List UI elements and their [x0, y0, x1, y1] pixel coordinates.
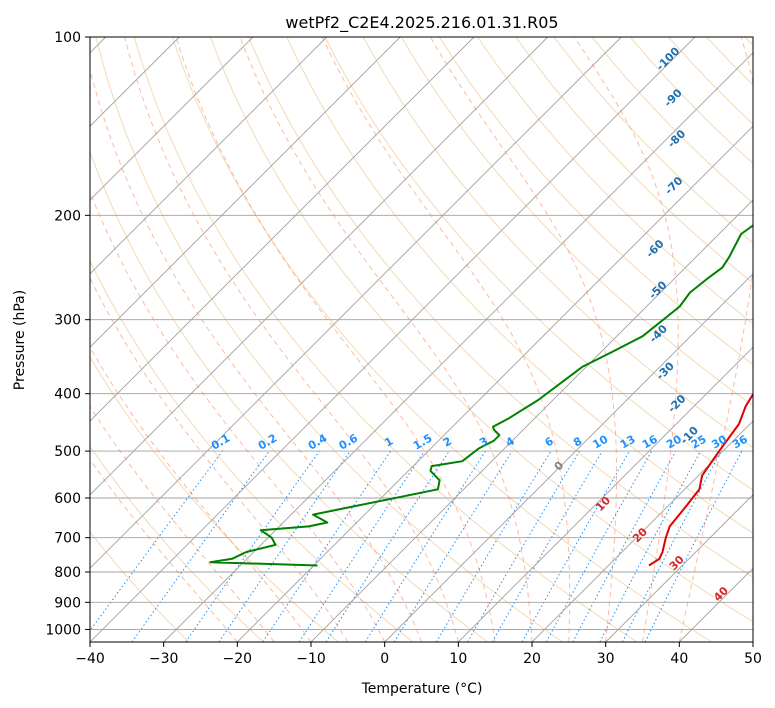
moist-adiabat: [90, 405, 275, 642]
y-tick-label: 700: [54, 531, 81, 547]
moist-adiabat: [175, 37, 496, 642]
y-tick-label: 500: [54, 444, 81, 460]
dry-adiabat: [515, 37, 753, 284]
dry-adiabat: [171, 37, 712, 642]
moist-adiabat: [124, 37, 459, 642]
plot-frame: [89, 36, 754, 643]
isotherm-gridline: [384, 273, 753, 642]
mixing-ratio-line: [325, 450, 450, 642]
x-tick-label: 20: [523, 651, 541, 667]
mixing-ratio-line: [185, 450, 320, 642]
x-tick-label: −40: [75, 651, 105, 667]
dry-adiabat: [95, 37, 563, 642]
x-axis-title: Temperature (°C): [361, 681, 483, 697]
mixing-ratio-line: [393, 450, 513, 642]
isotherm-gridline: [236, 125, 753, 642]
dry-adiabat: [133, 37, 638, 642]
moist-adiabat: [90, 190, 386, 642]
dry-adiabat: [400, 37, 753, 407]
isotherm-gridline: [605, 494, 753, 642]
dewpoint-profile-line: [209, 224, 753, 567]
isotherm-gridline: [90, 37, 328, 275]
moist-adiabat: [429, 37, 617, 642]
x-tick-label: 30: [597, 651, 615, 667]
isotherm-gridline: [163, 52, 753, 642]
mixing-ratio-line: [218, 450, 351, 642]
isotherm-gridline: [90, 37, 401, 348]
chart-title: wetPf2_C2E4.2025.216.01.31.R05: [285, 13, 558, 33]
x-tick-label: 40: [670, 651, 688, 667]
y-tick-label: 900: [54, 595, 81, 611]
y-tick-label: 1000: [45, 622, 81, 638]
mixing-ratio-line: [644, 450, 743, 642]
moist-adiabat: [90, 346, 312, 642]
x-tick-label: 0: [380, 651, 389, 667]
dry-adiabat: [362, 37, 753, 449]
y-tick-label: 600: [54, 491, 81, 507]
y-tick-label: 400: [54, 387, 81, 403]
profile-series: [209, 224, 753, 567]
mixing-ratio-line: [262, 450, 392, 642]
isotherm-gridline: [90, 37, 254, 201]
dry-adiabat: [477, 37, 753, 325]
mixing-ratio-line: [298, 450, 425, 642]
y-tick-label: 800: [54, 565, 81, 581]
moist-adiabat: [90, 67, 422, 642]
x-tick-label: −20: [223, 651, 253, 667]
dry-adiabat: [210, 37, 753, 623]
isotherm-gridline: [90, 37, 622, 569]
y-axis-title: Pressure (hPa): [12, 290, 28, 390]
dry-adiabat: [90, 356, 339, 642]
dry-adiabat: [248, 37, 753, 578]
moist-adiabat: [90, 276, 349, 642]
temperature-profile-line: [648, 392, 753, 567]
mixing-ratio-line: [572, 450, 677, 642]
x-axis: −40 −30 −20 −10 0 10 20 30 40 50: [75, 642, 762, 667]
x-tick-label: 50: [744, 651, 762, 667]
isotherm-gridline: [90, 37, 696, 642]
dry-adiabat: [90, 150, 488, 642]
x-tick-label: 10: [449, 651, 467, 667]
dry-adiabat: [438, 37, 753, 366]
isotherm-gridline: [310, 199, 753, 642]
isotherm-gridline: [90, 37, 549, 496]
moist-adiabat: [321, 37, 571, 642]
dry-adiabat: [324, 37, 753, 491]
x-tick-label: −30: [149, 651, 179, 667]
moist-adiabat: [573, 37, 679, 642]
isotherm-gridline: [90, 37, 475, 422]
moist-adiabat: [239, 37, 533, 642]
isotherm-gridline: [531, 420, 753, 642]
y-tick-label: 200: [54, 208, 81, 224]
mixing-ratio-line: [90, 450, 223, 632]
mixing-ratio-line: [131, 450, 270, 642]
moist-adiabat: [90, 458, 238, 642]
isotherm-gridline: [457, 346, 753, 642]
y-axis: 100 200 300 400 500 600 700 800 900 1000: [45, 30, 90, 638]
x-tick-label: −10: [296, 651, 326, 667]
y-tick-label: 300: [54, 313, 81, 329]
y-tick-label: 100: [54, 30, 81, 46]
mixing-ratio-line: [521, 450, 630, 642]
dry-adiabat: [90, 531, 190, 642]
dry-adiabat: [90, 445, 264, 642]
mixing-ratio-line: [545, 450, 653, 642]
grid-lines: [90, 37, 753, 642]
